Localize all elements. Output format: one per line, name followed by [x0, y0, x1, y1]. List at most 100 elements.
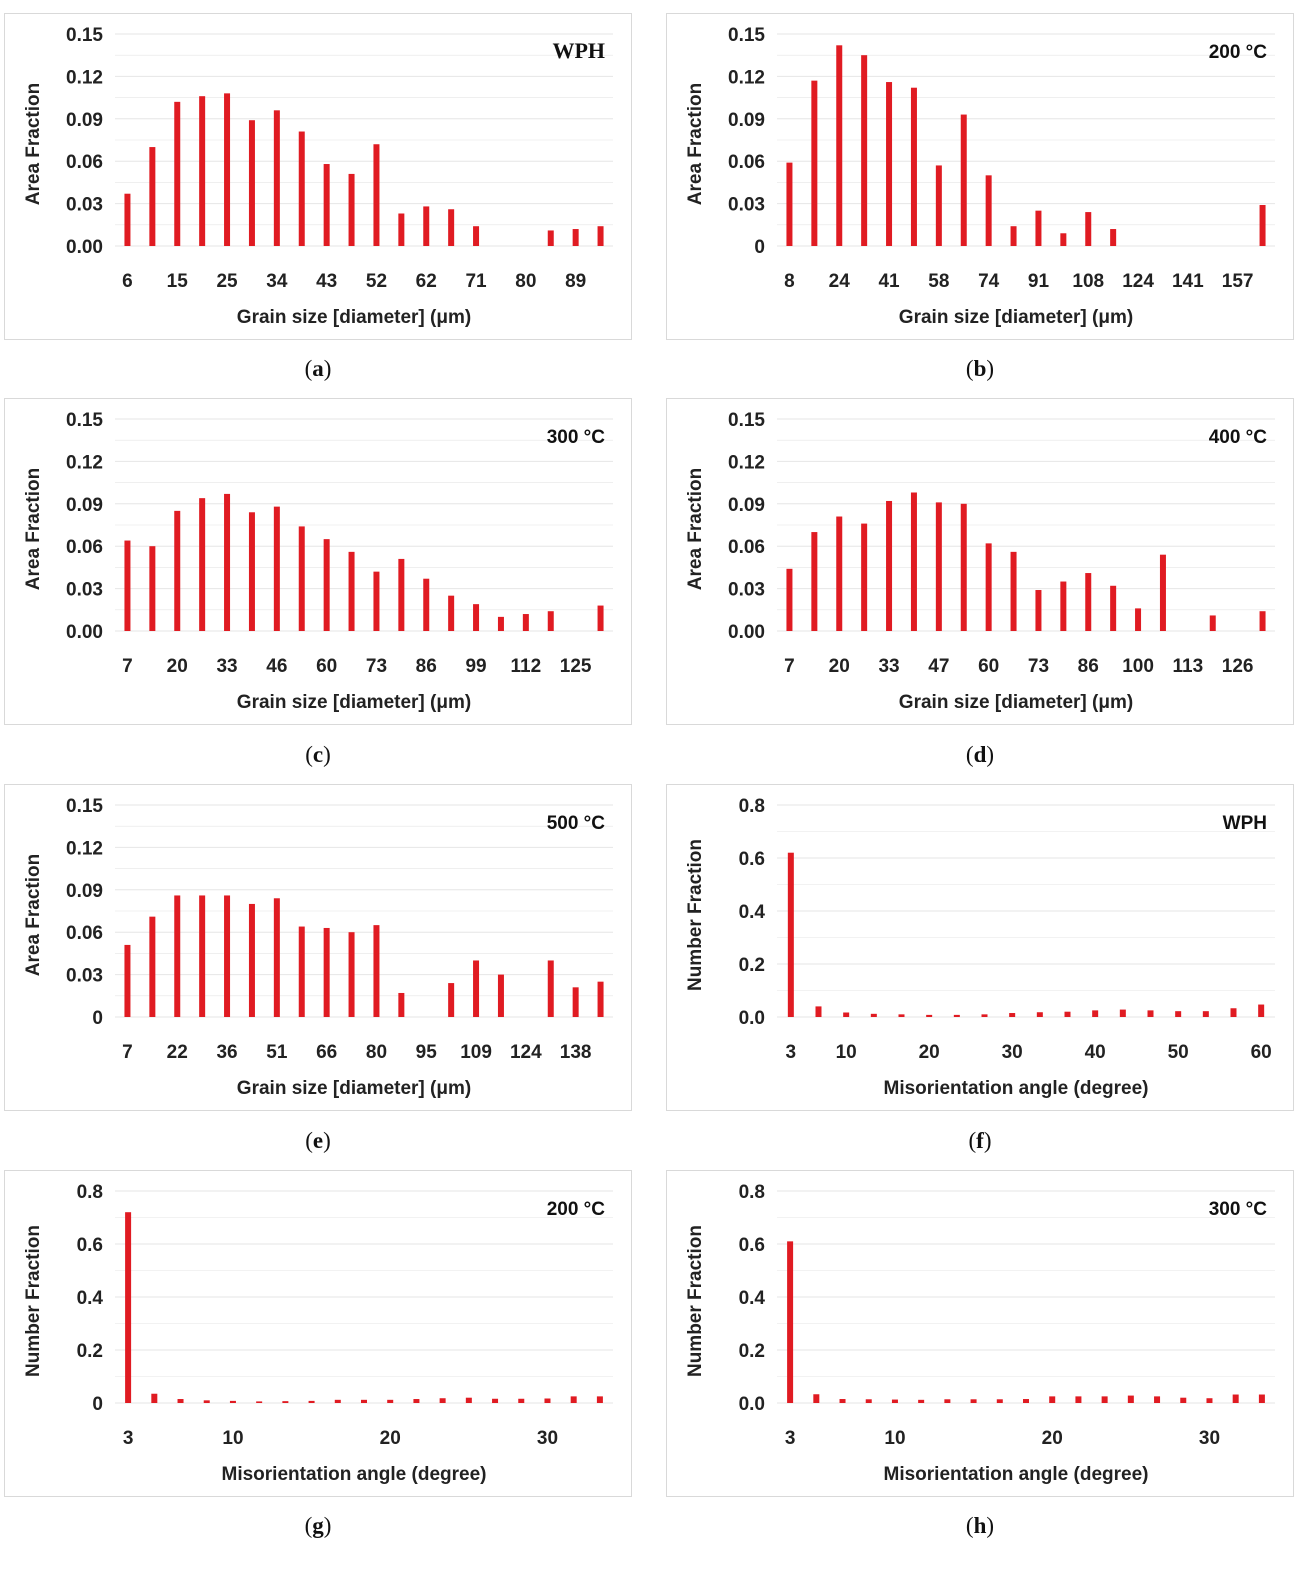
bar: [910, 492, 917, 631]
bar: [273, 506, 280, 631]
bar: [886, 82, 893, 246]
caption-e: (e): [305, 1128, 331, 1153]
x-tick-label: 126: [1222, 656, 1254, 677]
y-tick-label: 0.03: [66, 966, 103, 987]
bar: [572, 987, 579, 1017]
bar: [1209, 615, 1216, 631]
bar: [361, 1399, 367, 1403]
bar: [224, 493, 231, 631]
bar: [981, 1014, 988, 1017]
bar: [547, 611, 554, 631]
bar: [839, 1399, 846, 1403]
y-tick-label: 0.12: [66, 838, 103, 859]
x-tick-label: 34: [266, 271, 288, 292]
y-tick-label: 0.15: [66, 25, 103, 46]
y-tick-label: 0.15: [728, 25, 765, 46]
bar: [308, 1400, 315, 1403]
x-tick-label: 108: [1072, 271, 1104, 292]
chart-c: 0.00 0.03 0.06 0.09 0.12 0.15 7 20 33 46 60 73 86 99 1…: [23, 410, 613, 713]
x-axis-label: Grain size [diameter] (μm): [237, 692, 471, 713]
bar: [448, 983, 455, 1017]
x-tick-label: 43: [316, 271, 337, 292]
bar: [544, 1398, 551, 1403]
bar: [861, 55, 868, 247]
bar: [124, 944, 131, 1017]
x-tick-label: 138: [560, 1042, 592, 1063]
x-tick-label: 20: [380, 1428, 401, 1449]
bar: [448, 209, 455, 246]
bar: [473, 226, 480, 246]
y-tick-label: 0.00: [66, 237, 103, 258]
bar: [497, 616, 504, 631]
x-tick-label: 113: [1173, 656, 1204, 677]
bar: [1127, 1395, 1134, 1403]
y-tick-label: 0.03: [66, 195, 103, 216]
y-axis-label: Number Fraction: [23, 1225, 44, 1377]
bar: [323, 927, 330, 1017]
bar: [865, 1399, 872, 1403]
bar: [1175, 1011, 1182, 1017]
y-tick-label: 0.8: [739, 796, 765, 817]
chart-panel-g: 00.20.40.60.83102030405060Misorientation…: [4, 1170, 632, 1497]
y-tick-label: 0.15: [66, 796, 103, 817]
bar: [836, 45, 843, 246]
bar: [224, 93, 231, 246]
bar: [373, 144, 380, 246]
y-tick-label: 0.12: [728, 67, 765, 88]
x-tick-label: 10: [836, 1042, 857, 1063]
y-tick-label: 0.06: [728, 152, 765, 173]
caption-c: (c): [305, 742, 331, 767]
x-tick-label: 58: [928, 271, 949, 292]
x-tick-label: 46: [266, 656, 287, 677]
bar: [439, 1398, 446, 1403]
bar: [373, 571, 380, 631]
bar: [1147, 1010, 1154, 1017]
bar: [547, 230, 554, 246]
y-tick-label: 0.06: [66, 923, 103, 944]
bar: [1085, 573, 1092, 631]
bar: [1101, 1396, 1108, 1403]
chart-h: 0.00.20.40.60.83102030405060Misorientati…: [685, 1182, 1275, 1485]
x-tick-label: 51: [266, 1042, 288, 1063]
bar: [373, 925, 380, 1017]
annotation-label: WPH: [1223, 813, 1267, 834]
y-tick-label: 0.15: [66, 410, 103, 431]
x-tick-label: 60: [316, 656, 337, 677]
bar: [996, 1399, 1003, 1403]
y-tick-label: 0.6: [739, 1235, 765, 1256]
bar: [1154, 1396, 1161, 1403]
y-tick-label: 0.4: [739, 1288, 766, 1309]
y-tick-label: 0.2: [77, 1341, 103, 1362]
y-axis-label: Area Fraction: [685, 468, 706, 590]
x-tick-label: 3: [785, 1428, 796, 1449]
bar: [886, 500, 893, 631]
bar: [597, 226, 604, 246]
bar: [811, 80, 818, 246]
x-tick-label: 20: [919, 1042, 940, 1063]
bar: [203, 1400, 210, 1403]
x-tick-label: 3: [123, 1428, 134, 1449]
bar: [547, 960, 554, 1017]
bar: [1180, 1397, 1187, 1403]
x-tick-label: 10: [884, 1428, 905, 1449]
bar: [1036, 1012, 1043, 1017]
x-tick-label: 89: [565, 271, 586, 292]
chart-g: 00.20.40.60.83102030405060Misorientation…: [23, 1182, 613, 1485]
bar: [787, 1241, 794, 1403]
x-tick-label: 30: [537, 1428, 558, 1449]
bar: [398, 213, 405, 246]
bar: [177, 1399, 184, 1403]
x-tick-label: 80: [515, 271, 536, 292]
bar: [1010, 226, 1017, 246]
y-axis-label: Area Fraction: [23, 468, 44, 590]
bar: [1085, 212, 1092, 246]
x-axis-label: Grain size [diameter] (μm): [899, 692, 1133, 713]
x-tick-label: 40: [1085, 1042, 1106, 1063]
caption-g: (g): [304, 1513, 332, 1538]
bar: [1110, 585, 1117, 631]
y-axis-label: Number Fraction: [685, 1225, 706, 1377]
bar: [597, 605, 604, 631]
bar: [1049, 1396, 1056, 1403]
bar: [1258, 1004, 1265, 1017]
chart-d: 0.00 0.03 0.06 0.09 0.12 0.15 7 20 33 47 60 73 86 100…: [685, 410, 1275, 713]
